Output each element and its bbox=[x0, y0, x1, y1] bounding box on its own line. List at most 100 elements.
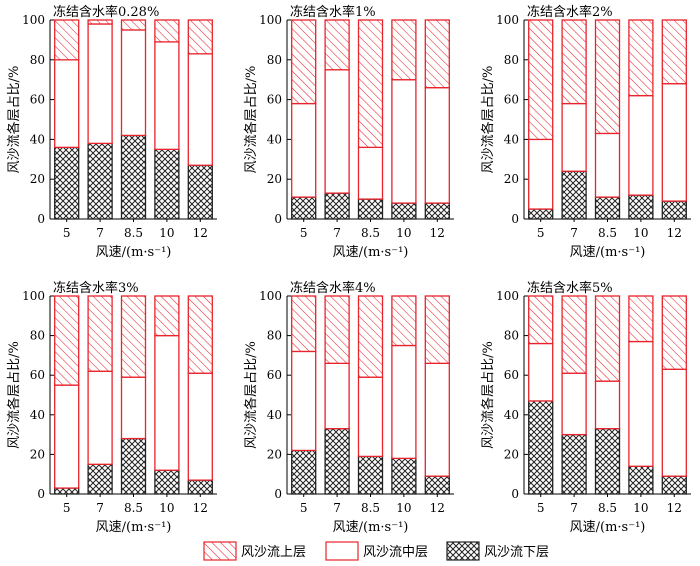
bar-segment-middle bbox=[154, 334, 180, 471]
bar-segment-middle bbox=[87, 23, 113, 145]
legend-swatch-upper bbox=[203, 541, 237, 561]
bar-segment-lower bbox=[594, 428, 621, 495]
bar-segment-lower bbox=[120, 437, 147, 495]
y-tick-label: 0 bbox=[37, 487, 45, 501]
bar-segment-upper bbox=[594, 295, 621, 382]
bar-segment-upper bbox=[661, 19, 687, 85]
bar-segment-middle bbox=[594, 132, 621, 198]
y-axis-label: 风沙流各层占比/% bbox=[480, 66, 496, 174]
x-tick-label: 10 bbox=[396, 226, 411, 240]
y-tick-label: 40 bbox=[267, 132, 282, 146]
bar-segment-upper bbox=[87, 295, 113, 372]
x-tick-label: 7 bbox=[96, 501, 104, 515]
x-tick-label: 10 bbox=[159, 226, 174, 240]
y-tick-label: 40 bbox=[267, 408, 282, 422]
bar-segment-upper bbox=[424, 19, 450, 89]
bar-segment-upper bbox=[120, 19, 147, 31]
y-tick-label: 60 bbox=[30, 93, 45, 107]
y-tick-label: 100 bbox=[22, 289, 45, 303]
legend: 风沙流上层 风沙流中层 风沙流下层 bbox=[203, 541, 549, 561]
x-tick-label: 7 bbox=[96, 226, 104, 240]
panel-5: 0 20 40 60 80 100 5 7 8.5 10 12 冻结含水率4% 风沙流各层占比/% 风速/… bbox=[243, 280, 454, 535]
x-tick-label: 5 bbox=[63, 226, 71, 240]
x-tick-label: 5 bbox=[63, 501, 71, 515]
bar-segment-middle bbox=[291, 350, 317, 452]
bar-segment-lower bbox=[528, 208, 554, 220]
bar-segment-upper bbox=[187, 19, 213, 55]
y-tick-label: 40 bbox=[504, 132, 519, 146]
bar-segment-lower bbox=[594, 196, 621, 220]
legend-item-middle: 风沙流中层 bbox=[325, 541, 428, 561]
y-tick-label: 60 bbox=[267, 93, 282, 107]
x-tick-label: 5 bbox=[537, 226, 545, 240]
bar-segment-middle bbox=[291, 102, 317, 198]
x-tick-label: 5 bbox=[537, 501, 545, 515]
legend-item-lower: 风沙流下层 bbox=[446, 541, 549, 561]
y-tick-label: 60 bbox=[504, 93, 519, 107]
bar-segment-middle bbox=[87, 370, 113, 465]
bar-segment-upper bbox=[661, 295, 687, 370]
y-tick-label: 40 bbox=[30, 408, 45, 422]
panel-3: 0 20 40 60 80 100 5 7 8.5 10 12 冻结含水率2% 风沙流各层占比/% 风速/… bbox=[480, 4, 691, 260]
bar-segment-middle bbox=[661, 83, 687, 202]
x-axis-label: 风速/(m·s⁻¹) bbox=[333, 520, 409, 535]
bar-segment-middle bbox=[54, 384, 80, 489]
x-axis-label: 风速/(m·s⁻¹) bbox=[570, 520, 646, 535]
legend-label-middle: 风沙流中层 bbox=[363, 545, 428, 560]
bar-segment-lower bbox=[291, 449, 317, 495]
y-tick-label: 60 bbox=[504, 368, 519, 382]
y-tick-label: 0 bbox=[37, 212, 45, 226]
panel-6: 0 20 40 60 80 100 5 7 8.5 10 12 冻结含水率5% 风沙流各层占比/% 风速/… bbox=[480, 280, 691, 535]
bar-segment-upper bbox=[54, 19, 80, 61]
x-axis-label: 风速/(m·s⁻¹) bbox=[570, 245, 646, 260]
y-tick-label: 80 bbox=[267, 53, 282, 67]
y-tick-label: 20 bbox=[267, 172, 282, 186]
bar-segment-middle bbox=[357, 376, 384, 458]
bar-segment-upper bbox=[87, 19, 113, 25]
bar-segment-lower bbox=[54, 146, 80, 220]
bar-segment-upper bbox=[628, 19, 654, 97]
bar-segment-upper bbox=[561, 19, 587, 105]
bar-segment-middle bbox=[357, 146, 384, 200]
bar-segment-upper bbox=[291, 19, 317, 105]
y-tick-label: 0 bbox=[511, 487, 519, 501]
panel-title: 冻结含水率1% bbox=[290, 4, 376, 20]
x-axis-label: 风速/(m·s⁻¹) bbox=[333, 245, 409, 260]
y-tick-label: 100 bbox=[496, 13, 519, 27]
y-tick-label: 100 bbox=[22, 13, 45, 27]
bar-segment-lower bbox=[357, 455, 384, 495]
x-tick-label: 12 bbox=[430, 226, 445, 240]
bar-segment-lower bbox=[357, 198, 384, 220]
x-tick-label: 8.5 bbox=[598, 501, 617, 515]
x-tick-label: 10 bbox=[633, 501, 648, 515]
y-tick-label: 100 bbox=[259, 289, 282, 303]
y-tick-label: 20 bbox=[504, 447, 519, 461]
bar-segment-lower bbox=[391, 457, 417, 495]
bar-segment-upper bbox=[324, 295, 350, 364]
x-tick-label: 10 bbox=[159, 501, 174, 515]
legend-swatch-lower bbox=[446, 541, 480, 561]
bar-segment-lower bbox=[391, 202, 417, 220]
y-axis-label: 风沙流各层占比/% bbox=[6, 341, 22, 449]
bar-segment-upper bbox=[628, 295, 654, 343]
x-axis-label: 风速/(m·s⁻¹) bbox=[96, 520, 172, 535]
bar-segment-middle bbox=[120, 376, 147, 440]
y-tick-label: 80 bbox=[504, 53, 519, 67]
bar-segment-middle bbox=[594, 380, 621, 430]
bar-segment-middle bbox=[628, 340, 654, 467]
bar-segment-lower bbox=[324, 192, 350, 220]
legend-swatch-middle bbox=[325, 541, 359, 561]
bar-segment-lower bbox=[528, 400, 554, 495]
x-tick-label: 10 bbox=[396, 501, 411, 515]
bar-segment-lower bbox=[561, 433, 587, 495]
panel-title: 冻结含水率5% bbox=[527, 280, 613, 296]
y-tick-label: 20 bbox=[267, 447, 282, 461]
y-tick-label: 80 bbox=[30, 329, 45, 343]
bar-segment-middle bbox=[324, 69, 350, 194]
y-axis-label: 风沙流各层占比/% bbox=[6, 66, 22, 174]
legend-label-lower: 风沙流下层 bbox=[484, 545, 549, 560]
bar-segment-lower bbox=[424, 475, 450, 495]
x-tick-label: 5 bbox=[300, 226, 308, 240]
